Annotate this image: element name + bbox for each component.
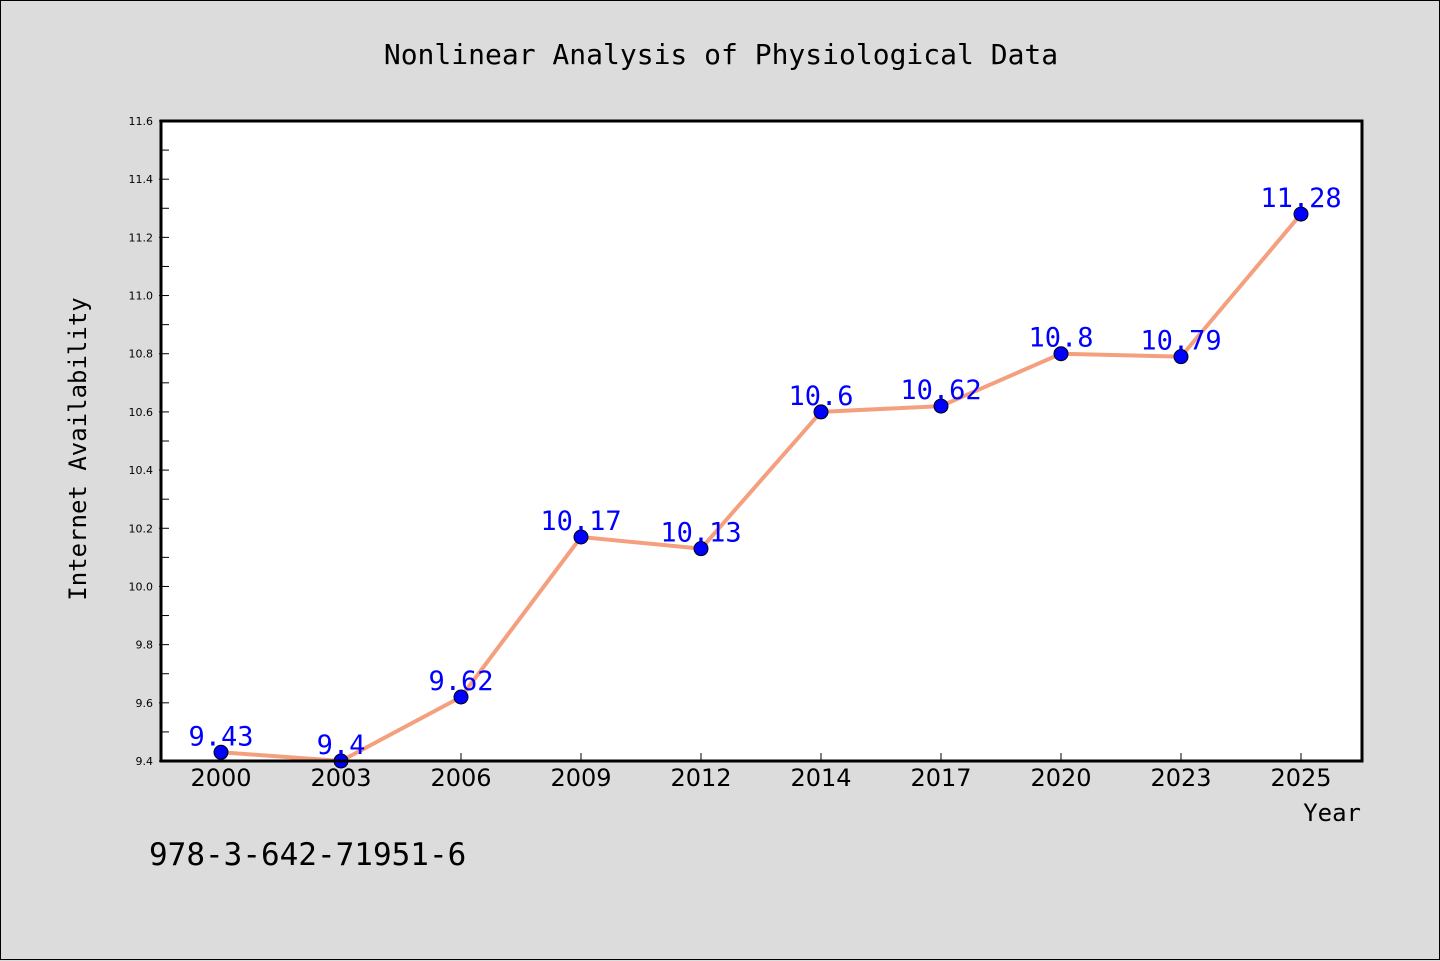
y-tick-label: 10.2: [129, 522, 154, 535]
x-tick-label: 2025: [1270, 764, 1331, 792]
x-tick-label: 2009: [550, 764, 611, 792]
data-label: 10.79: [1140, 326, 1221, 357]
y-axis-label: Internet Availability: [64, 297, 92, 600]
data-label: 11.28: [1260, 183, 1341, 214]
isbn-text: 978-3-642-71951-6: [149, 837, 466, 873]
x-axis: 2000 2003 2006 2009 2012 2014 2017 2020 2023 2025: [190, 753, 1332, 792]
y-tick-label: 10.8: [129, 348, 154, 361]
data-point: [693, 541, 709, 557]
data-label: 9.43: [188, 721, 253, 752]
data-point: [1293, 206, 1309, 222]
y-axis: 9.4 9.6 9.8 10.0 10.2 10.4 10.6 10.8 11.0 11.2 11.…: [129, 115, 169, 768]
data-point: [573, 529, 589, 545]
y-tick-label: 11.4: [129, 173, 154, 186]
x-tick-label: 2000: [190, 764, 251, 792]
data-label: 10.13: [660, 518, 741, 549]
plot-area: [161, 121, 1362, 761]
x-tick-label: 2020: [1030, 764, 1091, 792]
chart-title: Nonlinear Analysis of Physiological Data: [384, 38, 1058, 71]
data-point: [933, 398, 949, 414]
y-tick-label: 9.6: [136, 697, 154, 710]
y-tick-label: 11.2: [129, 231, 154, 244]
y-tick-label: 10.0: [129, 580, 154, 593]
data-label: 10.62: [900, 375, 981, 406]
data-label: 9.62: [428, 666, 493, 697]
x-axis-label: Year: [1303, 799, 1361, 827]
data-label: 9.4: [317, 730, 366, 761]
x-tick-label: 2003: [310, 764, 371, 792]
x-tick-label: 2006: [430, 764, 491, 792]
x-tick-label: 2012: [670, 764, 731, 792]
y-tick-label: 10.6: [129, 406, 154, 419]
data-point: [453, 689, 469, 705]
data-markers: [213, 206, 1309, 769]
data-labels: 9.43 9.4 9.62 10.17 10.13 10.6 10.62 10.8 10.79 1…: [188, 183, 1341, 761]
series-line: [220, 212, 1303, 763]
data-point: [1053, 346, 1069, 362]
x-tick-label: 2023: [1150, 764, 1211, 792]
data-point: [213, 744, 229, 760]
x-tick-label: 2017: [910, 764, 971, 792]
y-tick-label: 10.4: [129, 464, 154, 477]
plot-border: [159, 119, 1364, 763]
y-tick-label: 11.0: [129, 290, 154, 303]
data-label: 10.8: [1028, 323, 1093, 354]
y-tick-label: 11.6: [129, 115, 154, 128]
data-point: [1173, 349, 1189, 365]
y-tick-label: 9.8: [136, 639, 154, 652]
data-label: 10.6: [788, 381, 853, 412]
y-tick-label: 9.4: [136, 755, 154, 768]
data-point: [813, 404, 829, 420]
x-tick-label: 2014: [790, 764, 851, 792]
data-label: 10.17: [540, 506, 621, 537]
